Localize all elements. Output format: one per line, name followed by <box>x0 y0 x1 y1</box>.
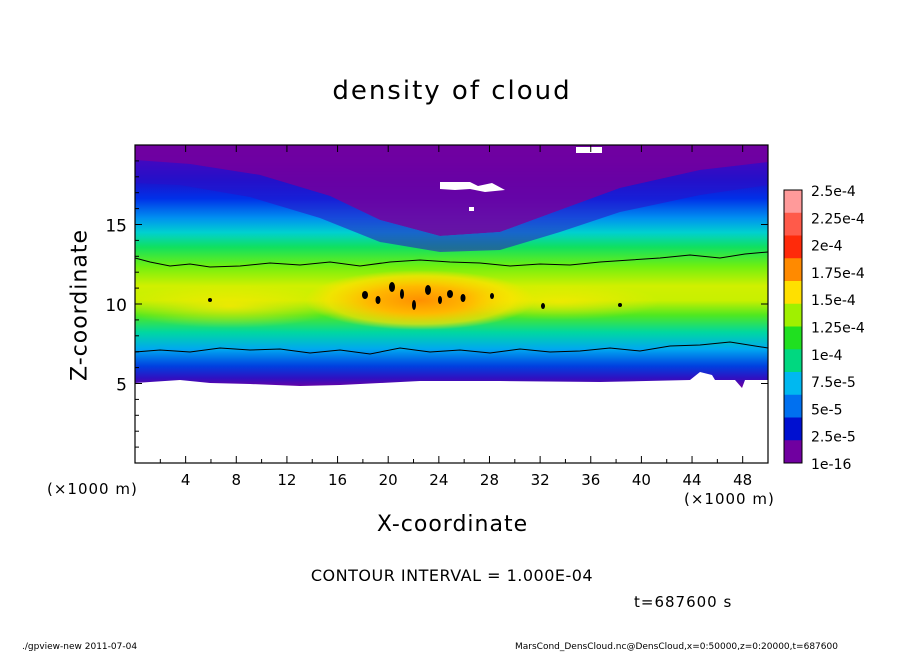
y-tick-label: 15 <box>105 217 127 237</box>
y-tick-label: 10 <box>105 296 127 316</box>
footer-right: MarsCond_DensCloud.nc@DensCloud,x=0:5000… <box>515 642 838 652</box>
x-tick-label: 20 <box>379 471 398 489</box>
x-tick-label: 48 <box>733 471 752 489</box>
contour-1e-4-lower <box>135 341 768 355</box>
x-unit-label-left: (×1000 m) <box>47 480 138 498</box>
x-axis: 4 8 12 16 20 24 28 32 36 40 44 48 <box>159 145 752 489</box>
density-field <box>135 145 768 463</box>
x-tick-label: 44 <box>682 471 701 489</box>
y-axis-label: Z-coordinate <box>67 229 93 381</box>
colorbar-swatch <box>784 417 802 441</box>
colorbar-swatch <box>784 212 802 236</box>
colorbar-frame <box>783 189 803 464</box>
x-tick-label: 28 <box>480 471 499 489</box>
colorbar-swatch <box>784 326 802 350</box>
colorbar-label: 2.5e-5 <box>811 430 856 446</box>
chart-title: density of cloud <box>332 76 572 106</box>
colorbar-label: 5e-5 <box>811 402 842 418</box>
colorbar-label: 1.5e-4 <box>811 293 856 309</box>
colorbar-swatch <box>784 303 802 327</box>
y-axis: 5 10 15 <box>105 160 768 448</box>
colorbar-label: 2.5e-4 <box>811 184 856 200</box>
colorbar-swatch <box>784 190 802 214</box>
colorbar-swatch <box>784 281 802 305</box>
x-tick-label: 24 <box>429 471 448 489</box>
colorbar-label: 1e-4 <box>811 348 843 364</box>
colorbar-swatch <box>784 258 802 282</box>
upper-purple <box>135 145 768 236</box>
x-tick-label: 4 <box>181 471 191 489</box>
colorbar-label: 7.5e-5 <box>811 375 856 391</box>
x-axis-label: X-coordinate <box>376 512 529 537</box>
contour-1e-4-upper <box>135 251 768 268</box>
x-tick-label: 40 <box>632 471 651 489</box>
colorbar-label: 1.75e-4 <box>811 266 865 282</box>
contour-interval-text: CONTOUR INTERVAL = 1.000E-04 <box>310 566 594 585</box>
colorbar-swatch <box>784 394 802 418</box>
colorbar-label: 2e-4 <box>811 239 843 255</box>
x-tick-label: 8 <box>232 471 242 489</box>
x-tick-label: 16 <box>328 471 347 489</box>
colorbar-label: 1.25e-4 <box>811 321 865 337</box>
colorbar-label: 1e-16 <box>811 457 851 473</box>
time-label: t=687600 s <box>634 593 733 611</box>
colorbar: 2.5e-4 2.25e-4 2e-4 1.75e-4 1.5e-4 1.25e-4 1e-… <box>783 184 865 473</box>
colorbar-swatch <box>784 235 802 259</box>
x-tick-label: 36 <box>581 471 600 489</box>
colorbar-swatch <box>784 349 802 373</box>
colorbar-swatch <box>784 440 802 464</box>
x-tick-label: 12 <box>277 471 296 489</box>
footer-left: ./gpview-new 2011-07-04 <box>22 642 138 652</box>
x-unit-label-right: (×1000 m) <box>684 490 775 508</box>
y-tick-label: 5 <box>116 376 127 396</box>
colorbar-label: 2.25e-4 <box>811 211 865 227</box>
contour-2e-4-spots <box>208 282 622 310</box>
x-tick-label: 32 <box>531 471 550 489</box>
colorbar-swatch <box>784 372 802 396</box>
